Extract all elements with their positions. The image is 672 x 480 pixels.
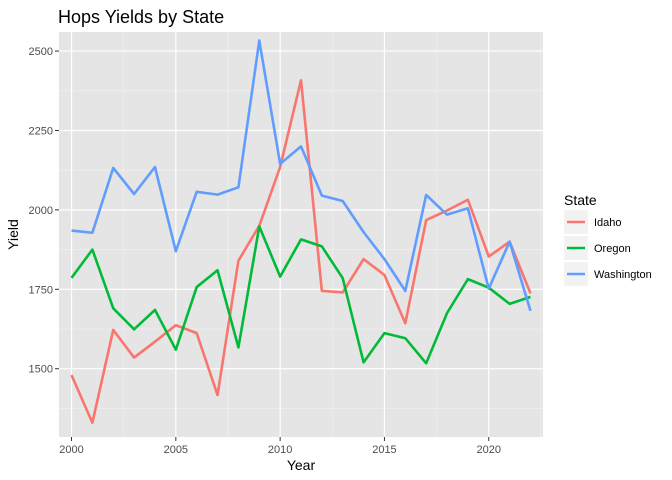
x-axis: 2000 2005 2010 2015 2020 — [59, 437, 501, 456]
x-tick-label-4: 2020 — [477, 444, 501, 456]
y-tick-label-2: 2000 — [29, 205, 53, 217]
series-line-oregon — [70, 225, 531, 365]
series-lines — [70, 39, 532, 425]
series-line-idaho — [70, 78, 532, 425]
x-tick-label-2: 2010 — [268, 444, 292, 456]
plot-panel — [59, 32, 543, 437]
x-axis-title: Year — [287, 457, 316, 473]
y-tick-label-1: 1750 — [29, 284, 53, 296]
legend: State Idaho Oregon Washington — [564, 192, 652, 286]
y-tick-label-0: 1500 — [29, 364, 53, 376]
legend-label-oregon: Oregon — [594, 243, 631, 255]
legend-title: State — [564, 192, 597, 208]
y-axis: 1500 1750 2000 2250 2500 — [29, 46, 59, 376]
legend-label-washington: Washington — [594, 269, 652, 281]
grid-major — [59, 32, 543, 437]
y-tick-label-4: 2500 — [29, 46, 53, 58]
chart-title: Hops Yields by State — [58, 7, 224, 27]
series-line-washington — [71, 39, 532, 312]
y-tick-label-3: 2250 — [29, 125, 53, 137]
x-tick-label-3: 2015 — [372, 444, 396, 456]
legend-label-idaho: Idaho — [594, 217, 622, 229]
x-tick-label-1: 2005 — [164, 444, 188, 456]
y-axis-title: Yield — [5, 219, 21, 250]
x-tick-label-0: 2000 — [59, 444, 83, 456]
